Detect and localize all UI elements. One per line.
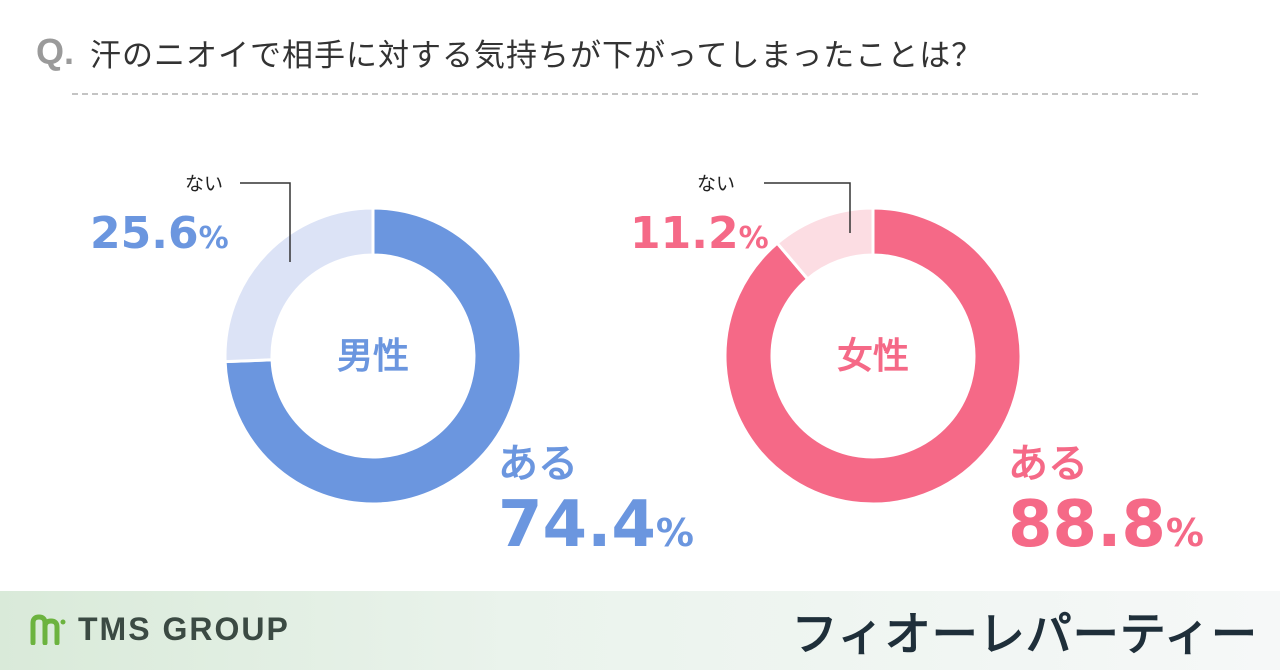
- chart-female-aru-label: ある: [1008, 441, 1088, 487]
- chart-female: 女性 ない 11.2% ある 88.8%: [630, 173, 1204, 562]
- chart-female-nai-unit: %: [739, 221, 769, 256]
- tms-group-text: TMS GROUP: [78, 610, 290, 647]
- fiore-party-logo: フィオーレパーティー: [791, 607, 1258, 661]
- chart-female-nai-number: 11.2: [630, 208, 739, 259]
- tms-logo-icon: [30, 614, 66, 645]
- chart-male-nai-unit: %: [199, 221, 229, 256]
- question-title-row: Q. 汗のニオイで相手に対する気持ちが下がってしまったことは？: [36, 22, 1206, 82]
- chart-male-nai-leader: [240, 182, 291, 262]
- chart-male-center-label: 男性: [337, 336, 409, 377]
- chart-male-nai-label: ない: [185, 173, 223, 195]
- chart-male-aru-value: 74.4%: [498, 488, 694, 562]
- chart-female-nai-leader: [764, 182, 851, 233]
- chart-male-aru-number: 74.4: [498, 488, 656, 562]
- chart-male-nai-number: 25.6: [90, 208, 199, 259]
- chart-female-aru-value: 88.8%: [1008, 488, 1204, 562]
- chart-female-aru-number: 88.8: [1008, 488, 1166, 562]
- chart-female-nai-value: 11.2%: [630, 208, 769, 259]
- chart-female-nai-label: ない: [697, 173, 735, 195]
- chart-male-nai-value: 25.6%: [90, 208, 229, 259]
- donut-charts: 男性 ない 25.6% ある 74.4% 女性 ない 11.2% ある 88.8…: [90, 173, 1204, 562]
- chart-female-aru-unit: %: [1166, 511, 1204, 555]
- chart-male-aru-unit: %: [656, 511, 694, 555]
- chart-male-slice-aru: [223, 206, 523, 506]
- tms-group-brand: TMS GROUP: [30, 609, 290, 649]
- question-text: 汗のニオイで相手に対する気持ちが下がってしまったことは？: [90, 37, 984, 74]
- chart-female-center-label: 女性: [837, 336, 909, 377]
- chart-male: 男性 ない 25.6% ある 74.4%: [90, 173, 694, 562]
- donut-male: [223, 206, 523, 506]
- chart-female-slice-nai: [775, 206, 875, 282]
- question-prefix: Q.: [36, 31, 75, 72]
- title-divider: [72, 93, 1198, 95]
- donut-female: [723, 206, 1023, 506]
- footer-bar: TMS GROUP フィオーレパーティー: [0, 591, 1280, 670]
- chart-male-aru-label: ある: [498, 441, 578, 487]
- chart-female-slice-aru: [723, 206, 1023, 506]
- chart-male-slice-nai: [223, 206, 375, 364]
